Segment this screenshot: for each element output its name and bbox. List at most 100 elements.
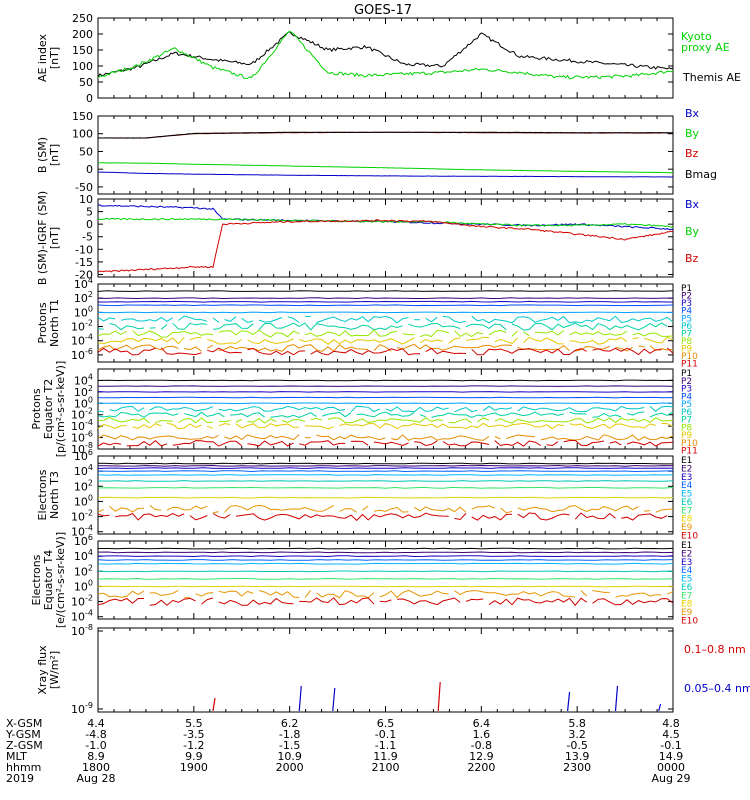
flux-channel-7	[592, 412, 622, 418]
footer-row-label: Z-GSM	[6, 739, 43, 752]
flux-channel-11	[97, 442, 122, 447]
flux-channel-9	[132, 423, 162, 429]
flux-channel-9	[667, 591, 674, 595]
y-tick-label: 10-8	[71, 623, 93, 638]
flux-channel-7	[356, 411, 415, 418]
footer-value: 1.6	[473, 728, 491, 741]
flux-channel-8	[534, 330, 564, 336]
flux-channel-8	[97, 417, 151, 424]
flux-channel-9	[97, 423, 127, 430]
y-tick-label: 104	[74, 276, 93, 291]
flux-channel-9	[465, 336, 490, 341]
flux-channel-11	[414, 440, 438, 447]
footer-value: -1.0	[85, 739, 106, 752]
flux-channel-1	[98, 547, 674, 550]
flux-channel-10	[638, 345, 645, 348]
y-axis-label: AE index	[36, 33, 49, 82]
flux-channel-8	[494, 417, 674, 424]
legend-xray-long: 0.1–0.8 nm	[684, 643, 746, 656]
legend-e10: E10	[681, 531, 698, 541]
footer-value: 2200	[467, 761, 495, 774]
flux-channel-9	[580, 590, 588, 597]
flux-channel-9	[644, 336, 674, 344]
flux-channel-8	[235, 419, 242, 423]
flux-channel-10	[189, 515, 208, 521]
flux-channel-11	[592, 347, 662, 356]
footer-value: 3.2	[568, 728, 586, 741]
flux-channel-1	[97, 290, 674, 292]
legend-e8: E8	[681, 515, 693, 525]
y-tick-label: 50	[79, 145, 93, 158]
y-tick-label: 100	[74, 304, 93, 319]
legend-p1: P1	[681, 284, 692, 294]
flux-channel-8	[454, 330, 484, 338]
y-tick-label: 50	[79, 76, 93, 89]
flux-channel-11	[666, 347, 674, 354]
flux-channel-10	[592, 598, 674, 606]
flux-channel-7	[97, 411, 179, 418]
y-tick-label: 10-2	[71, 407, 93, 422]
legend-p2: P2	[681, 377, 692, 387]
flux-channel-9	[517, 505, 639, 513]
flux-channel-7	[419, 414, 426, 418]
flux-channel-11	[172, 440, 243, 447]
flux-channel-3	[97, 391, 674, 393]
y-axis-label: North T3	[48, 471, 61, 519]
xray-spike	[614, 685, 619, 712]
y-axis-label: Electrons	[36, 469, 49, 520]
flux-channel-5	[98, 402, 674, 405]
series-bmag	[97, 131, 673, 139]
flux-channel-8	[448, 418, 472, 424]
legend-e6: E6	[681, 583, 693, 593]
flux-channel-9	[97, 508, 104, 513]
footer-row-label: hhmm	[6, 761, 41, 774]
flux-channel-10	[517, 512, 570, 521]
legend-e5: E5	[681, 575, 692, 585]
flux-channel-6	[109, 405, 145, 412]
legend-e7: E7	[681, 591, 692, 601]
y-axis-label: Electrons	[30, 554, 43, 605]
flux-channel-9	[218, 590, 254, 597]
footer-value: 4.4	[87, 717, 105, 730]
flux-channel-10	[517, 345, 570, 352]
y-tick-label: 10-4	[71, 418, 93, 433]
y-axis-label: North T1	[48, 299, 61, 347]
footer-value: 13.9	[565, 750, 590, 763]
footer-value: -3.5	[183, 728, 204, 741]
flux-channel-6	[385, 406, 449, 413]
footer-value: 4.8	[662, 717, 680, 730]
flux-channel-10	[115, 512, 185, 521]
flux-channel-10	[184, 346, 202, 352]
legend-p9: P9	[681, 345, 692, 355]
flux-channel-9	[500, 507, 513, 514]
flux-channel-8	[402, 333, 415, 336]
flux-channel-11	[247, 347, 306, 356]
flux-channel-11	[310, 348, 421, 356]
flux-channel-10	[97, 344, 179, 351]
xray-spike	[332, 687, 336, 712]
flux-channel-9	[195, 592, 214, 597]
flux-channel-9	[247, 338, 294, 345]
flux-channel-9	[304, 589, 312, 598]
flux-channel-8	[310, 417, 323, 421]
flux-channel-7	[431, 411, 564, 419]
legend-p8: P8	[681, 337, 692, 347]
flux-channel-8	[419, 329, 449, 338]
legend-e9: E9	[681, 523, 693, 533]
series-kyoto-proxy-ae	[97, 30, 674, 80]
flux-channel-11	[97, 347, 156, 356]
legend-bx: Bx	[685, 107, 700, 120]
legend-p7: P7	[681, 329, 692, 339]
flux-channel-9	[661, 423, 674, 428]
footer-value: -1.8	[279, 728, 300, 741]
flux-channel-8	[477, 417, 490, 423]
y-tick-label: 0	[86, 218, 93, 231]
y-axis-label: [e/(cm²-s-sr-keV)]	[54, 532, 67, 628]
y-axis-label: [nT]	[48, 47, 61, 69]
flux-channel-7	[322, 411, 352, 418]
flux-channel-11	[247, 440, 294, 447]
y-tick-label: 104	[74, 548, 93, 563]
legend-p3: P3	[681, 299, 692, 309]
legend-e2: E2	[681, 549, 692, 559]
flux-channel-10	[201, 597, 214, 605]
